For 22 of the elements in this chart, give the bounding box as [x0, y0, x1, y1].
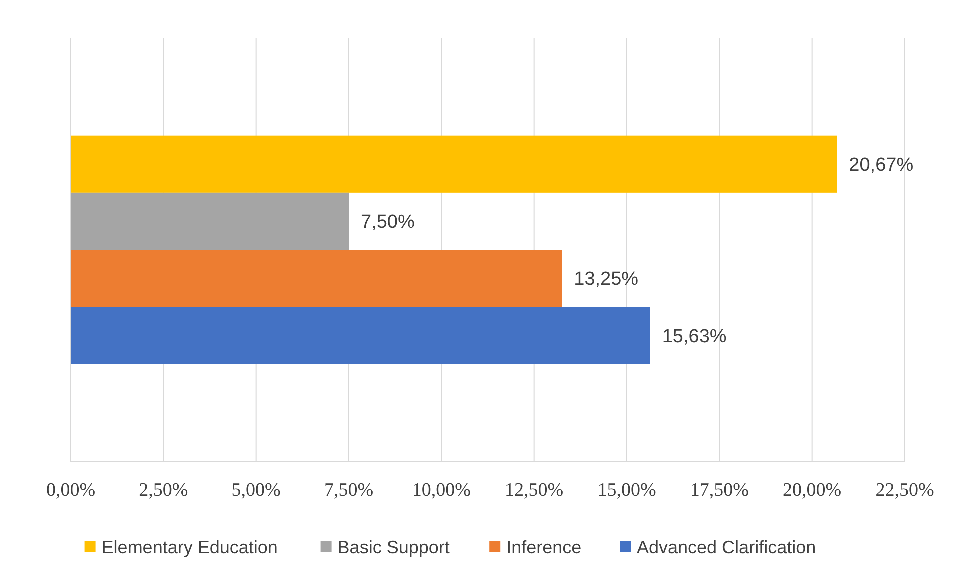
bar [71, 250, 562, 308]
x-tick-label: 12,50% [505, 480, 564, 501]
x-tick-label: 5,00% [232, 480, 282, 501]
legend-label: Advanced Clarification [637, 537, 816, 558]
x-tick-label: 7,50% [324, 480, 374, 501]
x-tick-label: 0,00% [46, 480, 96, 501]
x-tick-label: 20,00% [783, 480, 842, 501]
bar [71, 136, 838, 193]
legend-label: Inference [506, 537, 582, 558]
bar [71, 307, 650, 364]
data-label: 13,25% [574, 269, 639, 290]
x-tick-label: 22,50% [876, 480, 934, 501]
x-tick-label: 17,50% [690, 480, 750, 501]
x-tick-label: 2,50% [139, 480, 188, 501]
x-tick-label: 10,00% [412, 480, 472, 501]
x-tick-label: 15,00% [598, 480, 656, 501]
bar [71, 192, 349, 250]
legend-label: Basic Support [338, 537, 450, 558]
data-label: 20,67% [849, 155, 914, 176]
data-label: 15,63% [662, 326, 727, 348]
legend-label: Elementary Education [102, 537, 278, 558]
data-label: 7,50% [361, 212, 415, 234]
